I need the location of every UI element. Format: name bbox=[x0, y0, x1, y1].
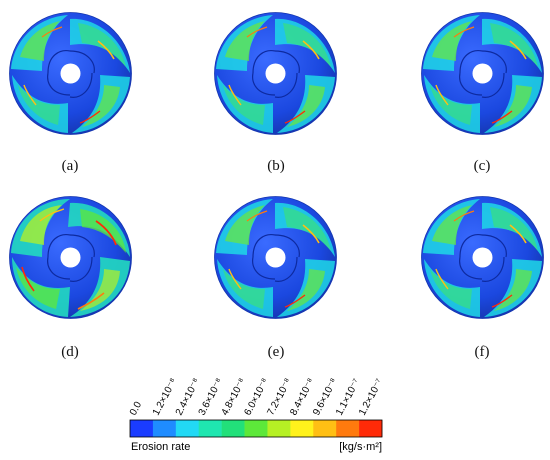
legend-unit: [kg/s·m²] bbox=[339, 441, 382, 453]
legend-tick-labels: 0.0 1.2×10⁻⁸2.4×10⁻⁸3.6×10⁻⁸4.8×10⁻⁸6.0×1… bbox=[128, 377, 386, 418]
panel-label-d: (d) bbox=[61, 344, 79, 360]
panel-label-a: (a) bbox=[61, 158, 79, 174]
panel-label-e: (e) bbox=[267, 344, 285, 360]
legend-swatch bbox=[130, 420, 154, 437]
legend-swatch bbox=[336, 420, 360, 437]
legend-swatch bbox=[267, 420, 291, 437]
legend-frame bbox=[129, 419, 383, 438]
panel-label-f: (f) bbox=[474, 344, 490, 360]
legend-title: Erosion rate bbox=[131, 441, 190, 453]
legend-swatch bbox=[152, 420, 177, 437]
legend-swatch bbox=[175, 420, 200, 437]
panel-label-b: (b) bbox=[267, 158, 285, 174]
legend-swatch bbox=[198, 420, 222, 437]
legend-swatch bbox=[290, 420, 314, 437]
legend-swatch bbox=[313, 420, 337, 437]
legend-swatch bbox=[244, 420, 268, 437]
legend-swatch bbox=[221, 420, 245, 437]
legend-swatch bbox=[359, 420, 383, 437]
panel-label-c: (c) bbox=[473, 158, 491, 174]
legend-color-bar bbox=[129, 419, 383, 438]
legend-tick-label: 0.0 bbox=[128, 400, 144, 418]
